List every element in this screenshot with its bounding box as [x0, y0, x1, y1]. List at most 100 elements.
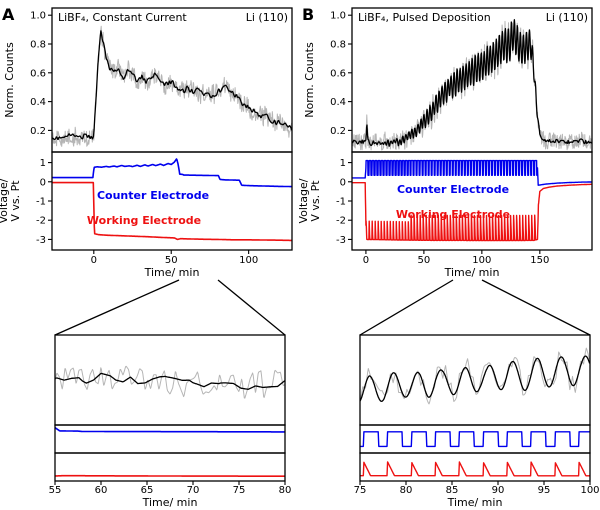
y-tick-label: -3 [336, 235, 346, 246]
plots-layer: 1.00.80.60.40.210-1-2-30 50 1001.00.80.60.… [30, 7, 600, 496]
raw-counts-b-line [360, 347, 590, 405]
smoothed-counts-a-line [52, 30, 292, 141]
x-tick-label: 55 [49, 485, 62, 496]
counter-electrode-b-line [360, 431, 590, 448]
y-tick-label: -1 [336, 197, 346, 208]
counter-electrode-a-line [55, 426, 285, 433]
x-tick-label: 100 [580, 485, 599, 496]
counter-electrode-a-line [52, 158, 292, 188]
y-tick-label: 0.8 [330, 40, 346, 51]
working-electrode-label-b: Working Electrode [396, 208, 510, 221]
series-group [360, 431, 590, 448]
x-tick-label: 80 [400, 485, 413, 496]
plot-frame [54, 424, 286, 454]
main-a-panel: 1.0 0.8 0.6 0.4 0.2 1 0 -1 -2 -3 0 50 100 [30, 7, 293, 266]
plot-frame [54, 452, 286, 482]
x-tick-label: 100 [239, 255, 258, 266]
x-tick-label: 60 [95, 485, 108, 496]
x-tick-label: 50 [165, 255, 178, 266]
zoom-b-panel: 75 80 85 90 95 100 [354, 334, 600, 496]
x-tick-label: 65 [141, 485, 154, 496]
zoom-connector-b-left [359, 279, 454, 336]
y-tick-label: 1.0 [30, 11, 46, 22]
working-electrode-label-a: Working Electrode [87, 214, 201, 227]
y-tick-label: -1 [36, 197, 46, 208]
smoothed-counts-b-line [352, 19, 592, 147]
y-tick-label: -2 [336, 216, 346, 227]
xlabel-a: Time/ min [144, 266, 200, 279]
voltage-ylabel-b-line2: V vs. Pt [309, 180, 322, 222]
zoom-a-panel: 55 60 65 70 75 80 [49, 334, 292, 496]
smoothed-counts-b-line [360, 355, 590, 402]
y-tick-label: 0.8 [30, 40, 46, 51]
series-group [360, 461, 590, 477]
voltage-ylabel-a-line1: Voltage/ [0, 178, 10, 223]
y-tick-label: 0.4 [330, 97, 346, 108]
sample-label-a: Li (110) [246, 11, 288, 24]
sample-label-b: Li (110) [546, 11, 588, 24]
series-group [52, 158, 292, 242]
y-tick-label: 0.6 [30, 68, 46, 79]
raw-counts-b-line [352, 18, 592, 151]
x-tick-label: 50 [418, 255, 431, 266]
y-tick-label: 0 [340, 177, 346, 188]
y-tick-label: 0.2 [30, 126, 46, 137]
x-tick-label: 90 [492, 485, 505, 496]
counter-electrode-label-a: Counter Electrode [97, 189, 209, 202]
working-electrode-b-line [360, 461, 590, 477]
working-electrode-b-line [352, 181, 592, 242]
title-a: LiBF₄, Constant Current [58, 11, 187, 24]
labels-layer: A LiBF₄, Constant Current Li (110) Norm.… [0, 5, 591, 509]
counter-electrode-b-line [352, 159, 592, 186]
raw-counts-a-line [55, 365, 285, 399]
xlabel-zoom-b: Time/ min [447, 496, 503, 509]
x-tick-label: 100 [472, 255, 491, 266]
working-electrode-a-line [52, 181, 292, 242]
y-tick-label: 1 [40, 158, 46, 169]
plot-frame [351, 7, 593, 153]
series-group [360, 347, 590, 405]
y-tick-label: -2 [36, 216, 46, 227]
xlabel-zoom-a: Time/ min [142, 496, 198, 509]
voltage-ylabel-b-line1: Voltage/ [297, 178, 310, 223]
counts-ylabel-a: Norm. Counts [3, 42, 16, 118]
y-tick-label: 0.4 [30, 97, 46, 108]
x-tick-label: 95 [538, 485, 551, 496]
y-tick-label: 1 [340, 158, 346, 169]
panel-letter-a: A [2, 5, 15, 24]
working-electrode-a-line [55, 474, 285, 478]
plot-frame [359, 452, 591, 482]
series-group [55, 365, 285, 399]
y-tick-label: 0 [40, 177, 46, 188]
series-group [55, 474, 285, 478]
x-tick-label: 0 [91, 255, 97, 266]
x-tick-label: 70 [187, 485, 200, 496]
counts-ylabel-b: Norm. Counts [303, 42, 316, 118]
zoom-connector-a-left [54, 279, 180, 336]
raw-counts-a-line [52, 25, 292, 147]
counter-electrode-label-b: Counter Electrode [397, 183, 509, 196]
y-tick-label: 0.2 [330, 126, 346, 137]
smoothed-counts-a-line [55, 372, 285, 390]
series-group [352, 159, 592, 242]
series-group [352, 18, 592, 151]
x-tick-label: 0 [363, 255, 369, 266]
zoom-connector-b-right [481, 279, 591, 336]
zoom-connector-a-right [217, 279, 286, 336]
x-tick-label: 75 [233, 485, 246, 496]
series-group [52, 25, 292, 147]
x-tick-label: 80 [279, 485, 292, 496]
x-tick-label: 150 [530, 255, 549, 266]
panel-letter-b: B [302, 5, 314, 24]
title-b: LiBF₄, Pulsed Deposition [358, 11, 491, 24]
main-b-panel: 1.0 0.8 0.6 0.4 0.2 1 0 -1 -2 -3 0 50 100 150 [330, 7, 593, 266]
series-group [55, 426, 285, 433]
y-tick-label: 0.6 [330, 68, 346, 79]
y-tick-label: 1.0 [330, 11, 346, 22]
voltage-ylabel-a-line2: V vs. Pt [9, 180, 22, 222]
x-tick-label: 75 [354, 485, 367, 496]
y-tick-label: -3 [36, 235, 46, 246]
x-tick-label: 85 [446, 485, 459, 496]
